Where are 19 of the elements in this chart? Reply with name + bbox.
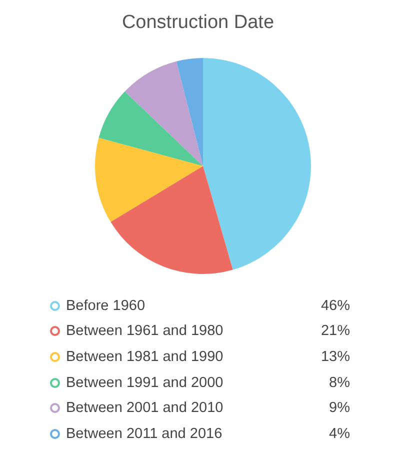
legend-label: Before 1960: [66, 298, 146, 314]
pie-slice: [95, 138, 203, 222]
data-label: 13%: [320, 348, 350, 365]
chart-title: Construction Date: [120, 12, 276, 34]
pie-slice: [176, 58, 203, 166]
data-label: 4%: [329, 426, 350, 442]
pie-slice: [124, 61, 203, 166]
pie-slice: [203, 58, 311, 270]
data-label: 21%: [320, 323, 350, 340]
pie-slice: [110, 166, 233, 274]
legend-label: Between 2011 and 2016: [66, 426, 224, 442]
data-label: 8%: [329, 374, 350, 391]
legend-label: Between 1961 and 1980: [66, 323, 224, 340]
legend-label: Between 1991 and 2000: [66, 374, 224, 391]
legend-label: Between 1981 and 1990: [66, 348, 224, 365]
data-label: 9%: [329, 400, 350, 416]
legend-label: Between 2001 and 2010: [66, 400, 224, 416]
data-label: 46%: [320, 298, 350, 314]
pie-slice: [98, 91, 203, 166]
